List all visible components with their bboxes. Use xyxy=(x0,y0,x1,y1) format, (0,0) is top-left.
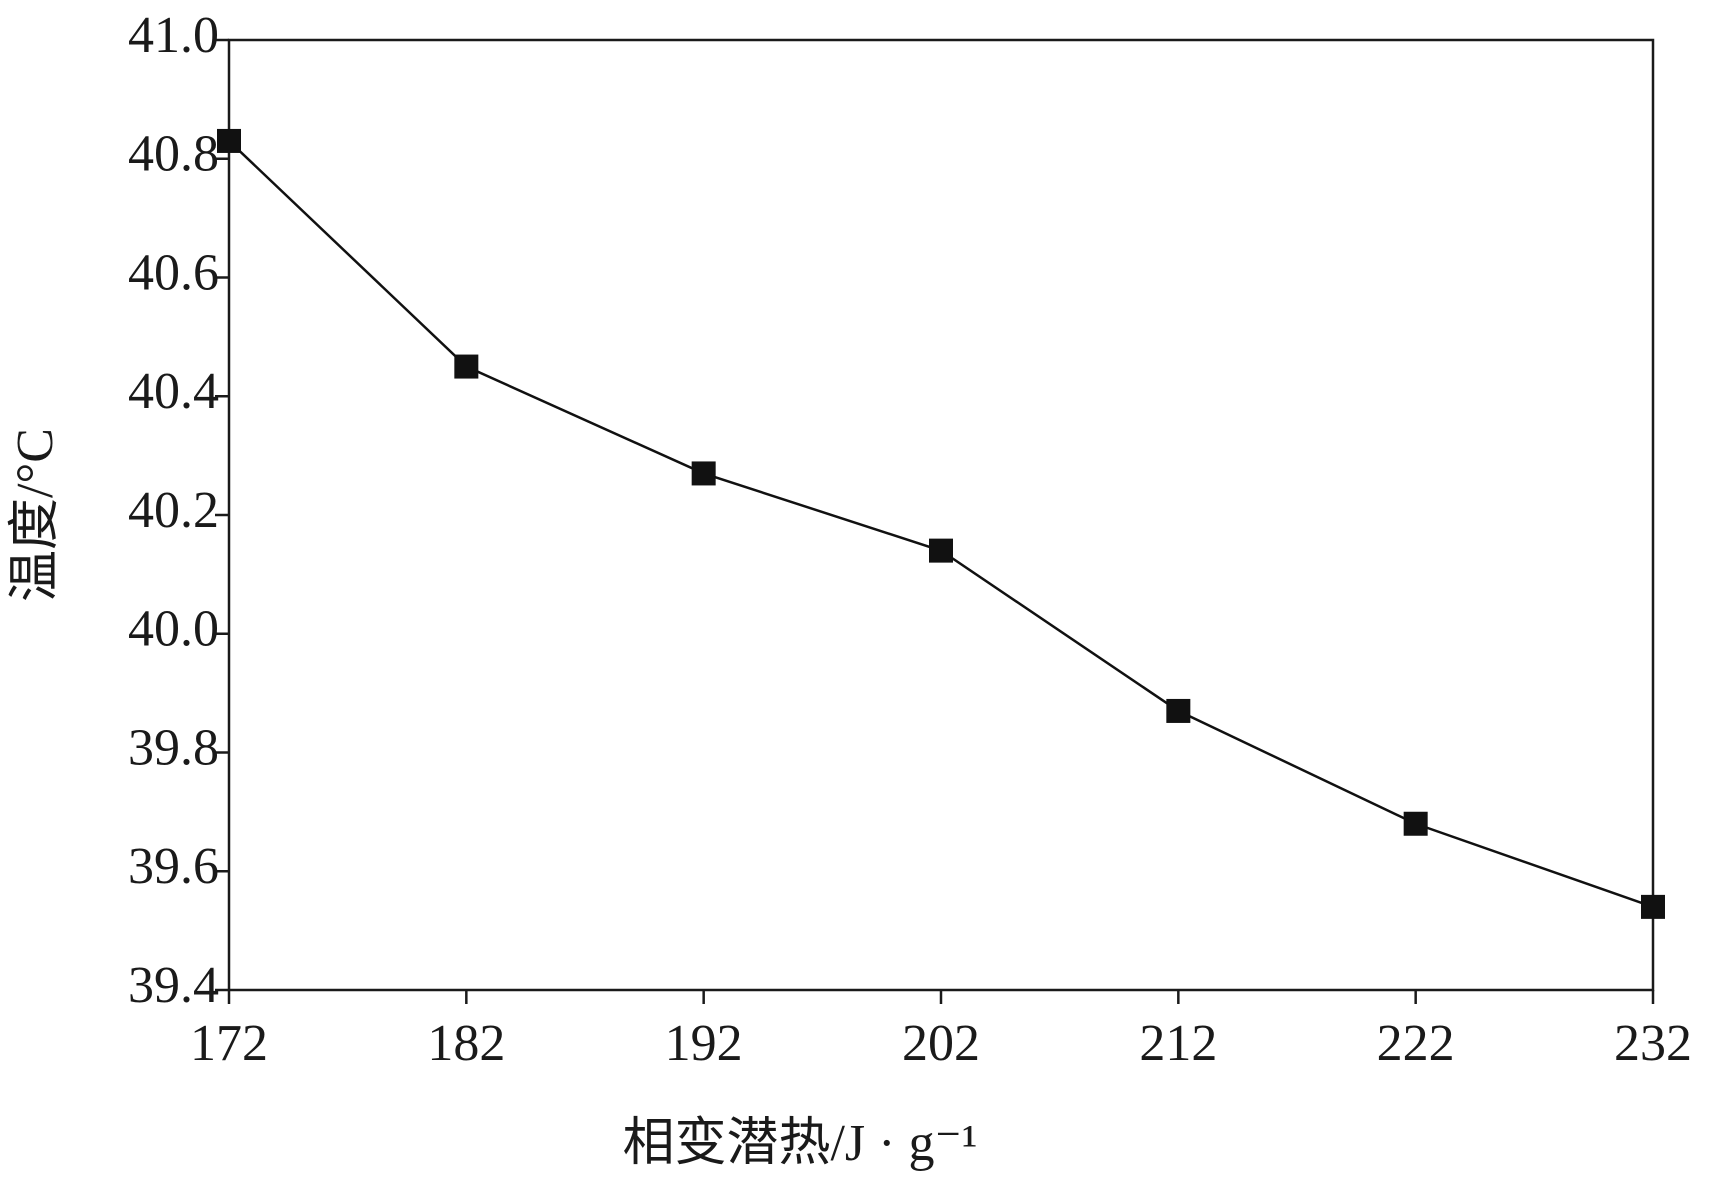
y-tick-label: 39.8 xyxy=(128,719,219,776)
x-tick-label: 222 xyxy=(1377,1015,1455,1072)
marker xyxy=(1641,894,1665,919)
x-tick-label: 232 xyxy=(1614,1015,1692,1072)
marker xyxy=(691,461,716,486)
y-tick-label: 40.6 xyxy=(128,244,219,301)
y-tick-label: 39.6 xyxy=(128,838,219,895)
x-tick-label: 202 xyxy=(902,1015,980,1072)
y-tick-label: 40.4 xyxy=(128,363,219,420)
x-tick-label: 172 xyxy=(190,1015,268,1072)
x-tick-label: 182 xyxy=(427,1015,505,1072)
y-tick-label: 40.8 xyxy=(128,126,219,183)
y-tick-label: 41.0 xyxy=(128,7,219,64)
marker xyxy=(929,538,953,563)
plot-frame xyxy=(227,38,1655,992)
marker xyxy=(1166,698,1191,723)
y-tick-label: 39.4 xyxy=(128,957,219,1014)
marker xyxy=(454,354,479,379)
y-tick-label: 40.0 xyxy=(128,601,219,658)
y-tick-label: 40.2 xyxy=(128,482,219,539)
y-axis-label: 温度/°C xyxy=(7,428,64,602)
line xyxy=(228,140,1654,909)
x-tick-label: 192 xyxy=(665,1015,743,1072)
marker xyxy=(217,128,241,153)
marker xyxy=(1403,811,1428,836)
x-axis-label: 相变潜热/J · g⁻¹ xyxy=(622,1115,977,1172)
x-tick-label: 212 xyxy=(1139,1015,1217,1072)
